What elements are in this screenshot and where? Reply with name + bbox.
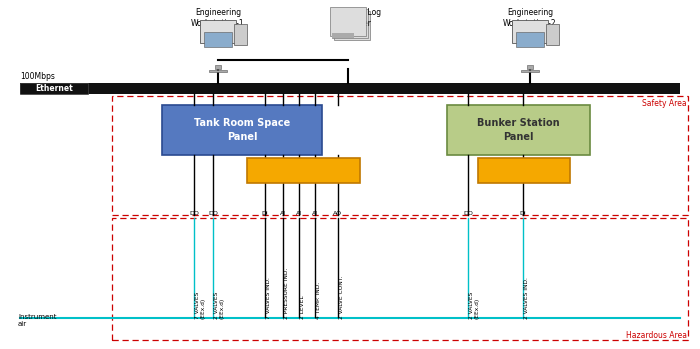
Bar [204, 32, 232, 47]
Bar [334, 11, 370, 39]
Text: 2 VALVES
(EEx.d): 2 VALVES (EEx.d) [214, 292, 225, 319]
Bar [512, 20, 548, 43]
Bar [247, 158, 360, 183]
Bar [478, 158, 570, 183]
Text: 100Mbps: 100Mbps [20, 72, 55, 81]
Text: DO: DO [208, 211, 218, 216]
Bar [332, 9, 368, 38]
Text: AI: AI [312, 211, 318, 216]
Text: 4 TEMP. IND.: 4 TEMP. IND. [316, 282, 321, 319]
Bar [112, 96, 688, 215]
Text: Bunker Station
Panel: Bunker Station Panel [477, 118, 560, 142]
Text: Hazardous Area: Hazardous Area [626, 331, 687, 340]
Text: Ethernet: Ethernet [35, 84, 73, 93]
Text: Barrier: Barrier [288, 166, 319, 175]
Bar [20, 83, 88, 94]
Text: 2 LEVEL: 2 LEVEL [300, 295, 305, 319]
Text: Tank Room Space
Panel: Tank Room Space Panel [194, 118, 290, 142]
Text: AI: AI [280, 211, 286, 216]
Bar [527, 65, 533, 69]
Bar [332, 33, 354, 38]
Text: Instrument
air: Instrument air [18, 314, 57, 327]
Text: 7 VALVES IND.: 7 VALVES IND. [266, 277, 271, 319]
Text: Engineering
Workstation-1: Engineering Workstation-1 [191, 8, 245, 28]
Text: AI: AI [296, 211, 302, 216]
Text: Engineering
Workstation-2: Engineering Workstation-2 [503, 8, 556, 28]
Bar [517, 32, 544, 47]
Text: DI: DI [519, 211, 526, 216]
Text: Barrier: Barrier [509, 166, 540, 175]
Text: AO: AO [333, 211, 342, 216]
Text: DO: DO [463, 211, 473, 216]
Bar [199, 20, 236, 43]
Bar [20, 83, 680, 94]
Text: 2 PRESSURE IND.: 2 PRESSURE IND. [284, 268, 289, 319]
Text: 2 VALVES
(EEx.d): 2 VALVES (EEx.d) [469, 292, 480, 319]
Bar [112, 218, 688, 340]
Text: 2 VALVES IND.: 2 VALVES IND. [524, 277, 529, 319]
Bar [215, 65, 221, 69]
Text: DI: DI [262, 211, 268, 216]
Text: 2 VALVE CONT.: 2 VALVE CONT. [339, 276, 344, 319]
Text: 7 VALVES
(EEx.d): 7 VALVES (EEx.d) [195, 292, 206, 319]
Bar [330, 7, 366, 36]
Text: Alarm & Log
Printer: Alarm & Log Printer [335, 8, 382, 28]
Text: DO: DO [189, 211, 199, 216]
Bar [546, 24, 559, 45]
Bar [162, 105, 322, 155]
Bar [209, 70, 227, 72]
Bar [521, 70, 539, 72]
Bar [447, 105, 590, 155]
Bar [234, 24, 247, 45]
Text: Safety Area: Safety Area [643, 98, 687, 107]
